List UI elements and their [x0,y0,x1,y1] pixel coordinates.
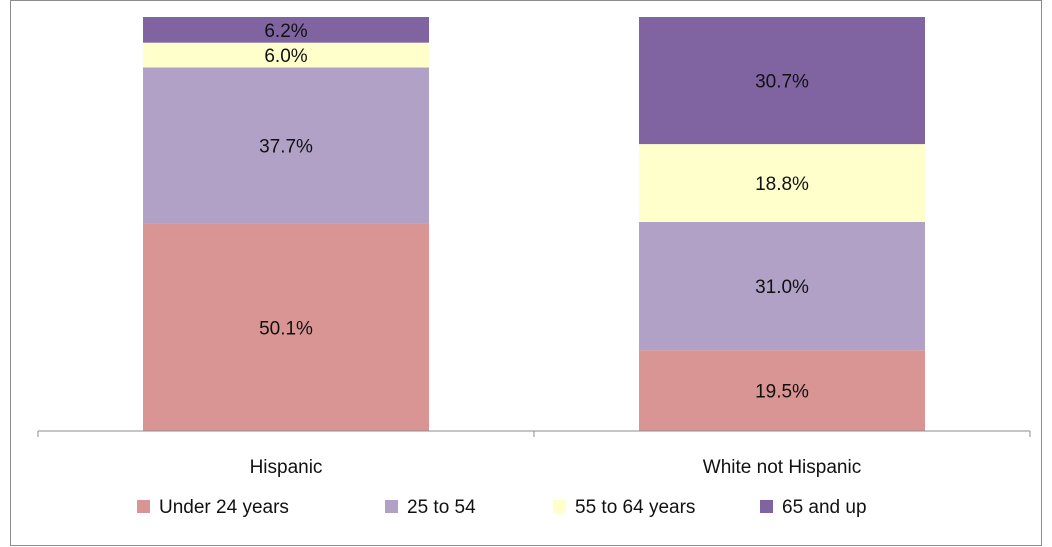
legend-swatch-25-to-54 [385,500,398,513]
data-label-hispanic-65-and-up: 6.2% [264,21,307,42]
bar-segment-hispanic-under-24-years [143,223,429,431]
category-labels: Hispanic White not Hispanic [250,457,862,478]
legend-swatch-under-24-years [137,500,150,513]
bar-segment-white-not-hispanic-under-24-years [639,350,925,431]
legend-label-under-24-years: Under 24 years [159,497,289,518]
category-label-hispanic: Hispanic [250,457,323,478]
data-label-white-not-hispanic-under-24-years: 19.5% [755,382,809,403]
legend: Under 24 years 25 to 54 55 to 64 years 65 a… [137,497,867,518]
bar-segment-hispanic-25-to-54 [143,67,429,224]
data-label-white-not-hispanic-25-to-54: 31.0% [755,277,809,298]
bars-layer: 50.1% 37.7% 6.0% 6.2% 19.5% 31.0% 18.8% 30.7% [143,17,925,431]
data-label-white-not-hispanic-55-to-64-years: 18.8% [755,174,809,195]
bar-segment-hispanic-65-and-up [143,17,429,43]
bar-segment-white-not-hispanic-65-and-up [639,17,925,145]
bar-segment-hispanic-55-to-64-years [143,42,429,68]
legend-label-25-to-54: 25 to 54 [407,497,476,518]
bar-segment-white-not-hispanic-25-to-54 [639,221,925,351]
data-label-white-not-hispanic-65-and-up: 30.7% [755,72,809,93]
legend-label-55-to-64-years: 55 to 64 years [575,497,695,518]
category-label-white-not-hispanic: White not Hispanic [703,457,861,478]
x-axis [37,430,1031,437]
legend-swatch-65-and-up [760,500,773,513]
data-label-hispanic-25-to-54: 37.7% [259,137,313,158]
legend-swatch-55-to-64-years [553,500,566,513]
legend-label-65-and-up: 65 and up [782,497,867,518]
data-label-hispanic-55-to-64-years: 6.0% [264,46,307,67]
bar-segment-white-not-hispanic-55-to-64-years [639,144,925,222]
data-label-hispanic-under-24-years: 50.1% [259,318,313,339]
